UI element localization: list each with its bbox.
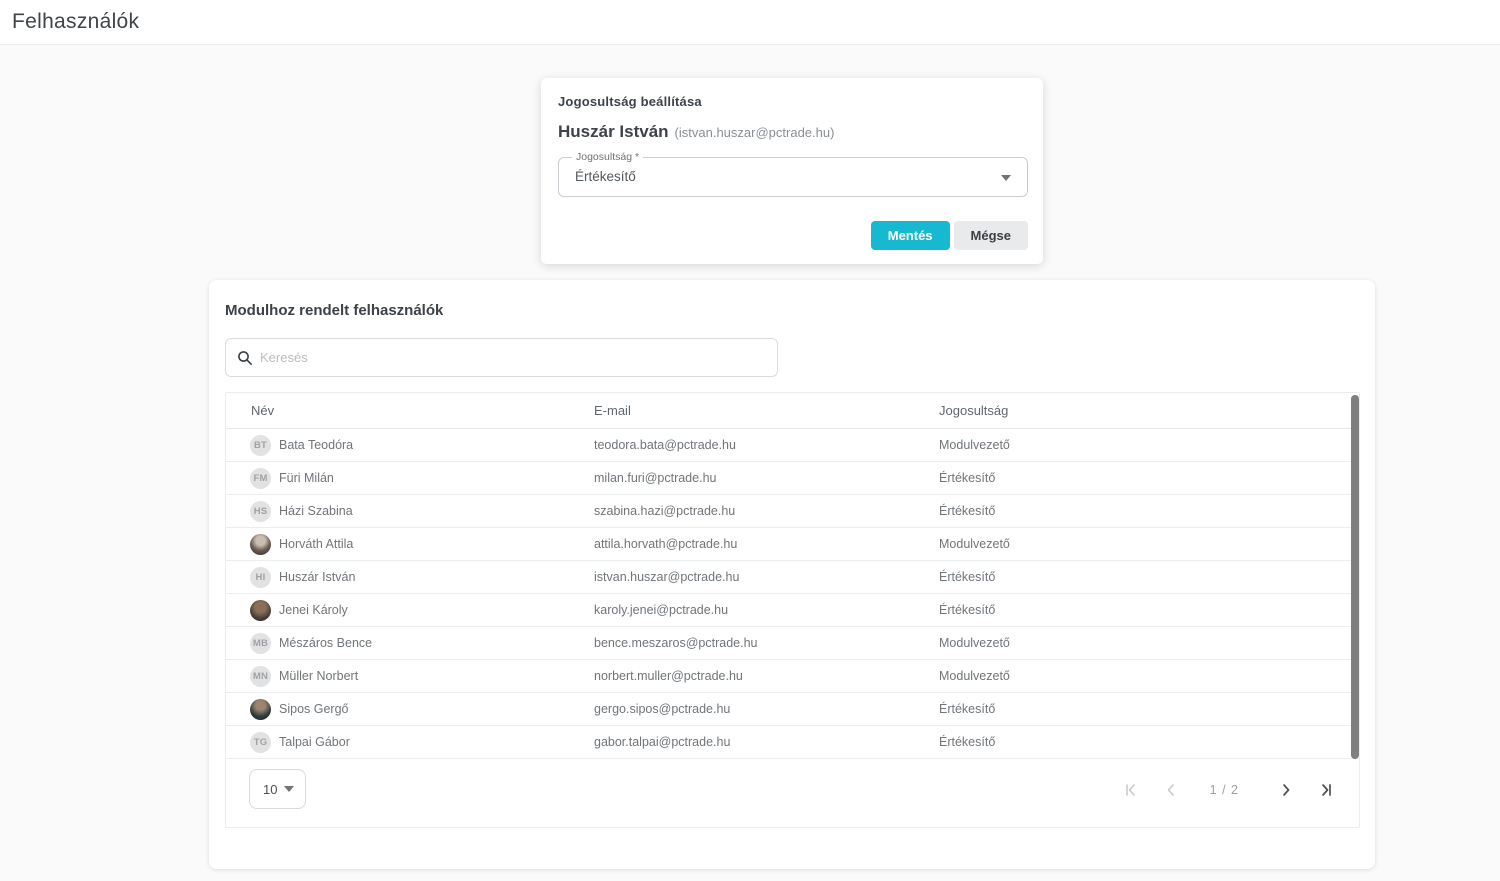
user-role: Értékesítő — [939, 504, 996, 518]
table-row[interactable]: Jenei Károly karoly.jenei@pctrade.hu Ért… — [226, 594, 1359, 627]
page-size-value: 10 — [263, 781, 278, 797]
dialog-user-line: Huszár István (istvan.huszar@pctrade.hu) — [558, 122, 1028, 142]
user-role: Értékesítő — [939, 471, 996, 485]
column-header-role: Jogosultság — [939, 403, 1009, 418]
user-email: bence.meszaros@pctrade.hu — [594, 636, 758, 650]
user-name: Talpai Gábor — [279, 735, 350, 749]
permission-select-value: Értékesítő — [575, 169, 636, 184]
chevron-down-icon — [1001, 175, 1011, 181]
users-table: Név E-mail Jogosultság BT Bata Teodóra t… — [225, 392, 1360, 828]
search-input[interactable] — [260, 350, 740, 365]
user-name: Mészáros Bence — [279, 636, 373, 650]
cancel-button[interactable]: Mégse — [953, 221, 1028, 250]
avatar: HI — [250, 566, 271, 588]
avatar: FM — [250, 467, 271, 489]
table-row[interactable]: FM Füri Milán milan.furi@pctrade.hu Érté… — [226, 462, 1359, 495]
column-header-email: E-mail — [594, 403, 631, 418]
table-row[interactable]: HS Házi Szabina szabina.hazi@pctrade.hu … — [226, 495, 1359, 528]
save-button[interactable]: Mentés — [870, 221, 950, 250]
first-page-button[interactable] — [1118, 777, 1144, 803]
user-role: Modulvezető — [939, 537, 1010, 551]
dialog-user-name: Huszár István — [558, 122, 669, 141]
vertical-scrollbar[interactable] — [1351, 395, 1359, 759]
user-email: istvan.huszar@pctrade.hu — [594, 570, 740, 584]
user-name: Füri Milán — [279, 471, 334, 485]
permission-dialog: Jogosultság beállítása Huszár István (is… — [541, 78, 1043, 264]
user-email: karoly.jenei@pctrade.hu — [594, 603, 729, 617]
user-name: Házi Szabina — [279, 504, 353, 518]
avatar: HS — [250, 500, 271, 522]
search-box[interactable] — [225, 338, 778, 377]
last-page-icon — [1322, 784, 1331, 796]
dialog-title: Jogosultság beállítása — [558, 94, 702, 109]
table-row[interactable]: HI Huszár István istvan.huszar@pctrade.h… — [226, 561, 1359, 594]
table-row[interactable]: Sipos Gergő gergo.sipos@pctrade.hu Érték… — [226, 693, 1359, 726]
permission-select[interactable]: Jogosultság * Értékesítő — [558, 151, 1028, 197]
page-size-select[interactable]: 10 — [249, 769, 306, 809]
column-header-name: Név — [251, 403, 275, 418]
chevron-down-icon — [284, 786, 294, 792]
last-page-button[interactable] — [1313, 777, 1339, 803]
table-header: Név E-mail Jogosultság — [226, 393, 1359, 429]
top-bar: Felhasználók — [0, 0, 1500, 45]
first-page-icon — [1125, 784, 1135, 796]
page-indicator: 1 / 2 — [1209, 783, 1239, 797]
table-body: BT Bata Teodóra teodora.bata@pctrade.hu … — [226, 429, 1359, 759]
user-name: Sipos Gergő — [279, 702, 349, 716]
previous-page-button[interactable] — [1158, 777, 1184, 803]
table-row[interactable]: MN Müller Norbert norbert.muller@pctrade… — [226, 660, 1359, 693]
search-icon — [238, 350, 252, 365]
module-users-card: Modulhoz rendelt felhasználók Név E-mail… — [209, 280, 1375, 869]
table-row[interactable]: MB Mészáros Bence bence.meszaros@pctrade… — [226, 627, 1359, 660]
user-email: attila.horvath@pctrade.hu — [594, 537, 738, 551]
user-role: Modulvezető — [939, 636, 1010, 650]
user-email: norbert.muller@pctrade.hu — [594, 669, 743, 683]
chevron-left-icon — [1167, 784, 1174, 796]
user-email: teodora.bata@pctrade.hu — [594, 438, 736, 452]
dialog-actions: Mentés Mégse — [870, 221, 1028, 250]
page-title: Felhasználók — [12, 10, 140, 33]
permission-select-label: Jogosultság * — [572, 151, 644, 163]
dialog-user-email: (istvan.huszar@pctrade.hu) — [674, 125, 835, 140]
user-name: Bata Teodóra — [279, 438, 354, 452]
user-email: gabor.talpai@pctrade.hu — [594, 735, 731, 749]
user-email: gergo.sipos@pctrade.hu — [594, 702, 731, 716]
user-role: Értékesítő — [939, 570, 996, 584]
card-title: Modulhoz rendelt felhasználók — [225, 302, 444, 319]
user-name: Jenei Károly — [279, 603, 348, 617]
user-email: szabina.hazi@pctrade.hu — [594, 504, 736, 518]
chevron-right-icon — [1283, 784, 1290, 796]
avatar: MN — [250, 665, 271, 687]
table-row[interactable]: TG Talpai Gábor gabor.talpai@pctrade.hu … — [226, 726, 1359, 759]
avatar: BT — [250, 434, 271, 456]
next-page-button[interactable] — [1273, 777, 1299, 803]
user-role: Értékesítő — [939, 735, 996, 749]
user-name: Müller Norbert — [279, 669, 359, 683]
user-role: Értékesítő — [939, 603, 996, 617]
avatar: TG — [250, 731, 271, 753]
user-name: Horváth Attila — [279, 537, 354, 551]
table-row[interactable]: BT Bata Teodóra teodora.bata@pctrade.hu … — [226, 429, 1359, 462]
user-role: Értékesítő — [939, 702, 996, 716]
pagination-controls: 1 / 2 — [1118, 777, 1339, 803]
table-row[interactable]: Horváth Attila attila.horvath@pctrade.hu… — [226, 528, 1359, 561]
user-name: Huszár István — [279, 570, 356, 584]
avatar — [250, 698, 271, 720]
avatar: MB — [250, 632, 271, 654]
user-role: Modulvezető — [939, 669, 1010, 683]
avatar — [250, 599, 271, 621]
user-role: Modulvezető — [939, 438, 1010, 452]
user-email: milan.furi@pctrade.hu — [594, 471, 717, 485]
avatar — [250, 533, 271, 555]
